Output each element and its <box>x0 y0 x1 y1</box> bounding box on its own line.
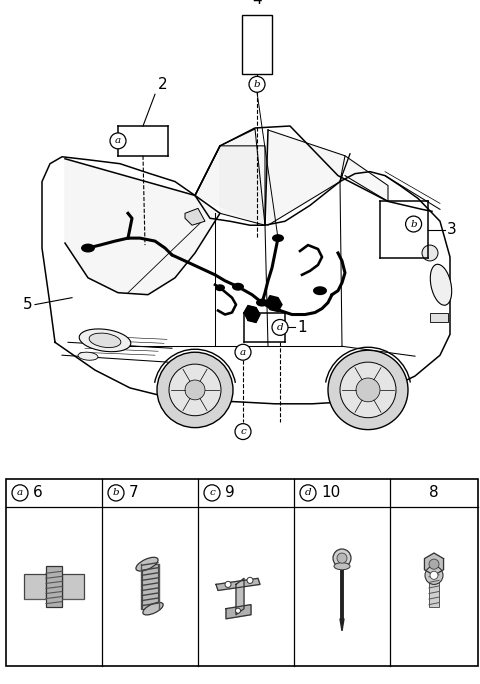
Text: c: c <box>240 427 246 436</box>
Text: a: a <box>17 488 23 497</box>
Ellipse shape <box>81 244 95 252</box>
Ellipse shape <box>430 264 452 305</box>
Text: 8: 8 <box>429 486 439 501</box>
Text: 4: 4 <box>252 0 262 7</box>
Polygon shape <box>244 306 260 322</box>
Text: a: a <box>240 347 246 357</box>
Circle shape <box>169 364 221 416</box>
Polygon shape <box>216 579 260 590</box>
Text: b: b <box>254 80 260 89</box>
Polygon shape <box>195 129 265 225</box>
Circle shape <box>12 485 28 501</box>
Circle shape <box>236 608 240 614</box>
Text: 10: 10 <box>321 486 340 501</box>
Bar <box>242 15 272 75</box>
Circle shape <box>406 216 421 232</box>
Ellipse shape <box>89 333 121 347</box>
Circle shape <box>247 577 253 583</box>
Circle shape <box>235 344 251 360</box>
Text: 5: 5 <box>23 297 32 312</box>
Polygon shape <box>185 209 205 225</box>
Polygon shape <box>340 619 344 631</box>
Circle shape <box>300 485 316 501</box>
Ellipse shape <box>143 603 163 615</box>
Polygon shape <box>268 130 345 225</box>
Ellipse shape <box>79 329 131 352</box>
Circle shape <box>110 133 126 149</box>
Polygon shape <box>345 156 388 201</box>
Circle shape <box>356 378 380 402</box>
Circle shape <box>185 380 205 400</box>
Ellipse shape <box>136 557 158 571</box>
Bar <box>6 479 478 666</box>
Circle shape <box>429 559 439 569</box>
Ellipse shape <box>256 299 268 306</box>
Polygon shape <box>424 553 444 575</box>
Text: 2: 2 <box>158 77 168 92</box>
Circle shape <box>328 350 408 430</box>
Polygon shape <box>226 605 251 619</box>
Circle shape <box>430 571 438 579</box>
Ellipse shape <box>334 563 350 570</box>
Polygon shape <box>236 579 244 615</box>
Circle shape <box>249 77 265 92</box>
Circle shape <box>108 485 124 501</box>
Circle shape <box>157 352 233 428</box>
Bar <box>429 575 439 607</box>
Circle shape <box>235 423 251 440</box>
Text: d: d <box>305 488 312 497</box>
Text: 6: 6 <box>33 486 43 501</box>
Circle shape <box>337 553 347 563</box>
Bar <box>430 313 448 322</box>
Polygon shape <box>266 295 282 311</box>
Circle shape <box>272 319 288 335</box>
Circle shape <box>340 362 396 418</box>
Text: 1: 1 <box>297 320 307 335</box>
Polygon shape <box>220 146 265 225</box>
Circle shape <box>225 581 231 588</box>
Polygon shape <box>65 159 220 295</box>
Text: a: a <box>115 136 121 146</box>
Circle shape <box>333 549 351 567</box>
Circle shape <box>425 566 443 584</box>
Ellipse shape <box>272 234 284 242</box>
Bar <box>24 575 46 598</box>
Bar <box>62 575 84 598</box>
Text: 9: 9 <box>225 486 235 501</box>
Ellipse shape <box>78 352 98 360</box>
Ellipse shape <box>313 286 327 295</box>
Text: 7: 7 <box>129 486 139 501</box>
Text: b: b <box>113 488 120 497</box>
Text: d: d <box>276 323 283 332</box>
Ellipse shape <box>215 285 225 291</box>
Bar <box>46 566 62 607</box>
Circle shape <box>204 485 220 501</box>
Text: 3: 3 <box>447 222 457 237</box>
Text: c: c <box>209 488 215 497</box>
Text: b: b <box>410 220 417 228</box>
Ellipse shape <box>232 282 244 291</box>
Bar <box>142 564 158 609</box>
Circle shape <box>422 245 438 261</box>
